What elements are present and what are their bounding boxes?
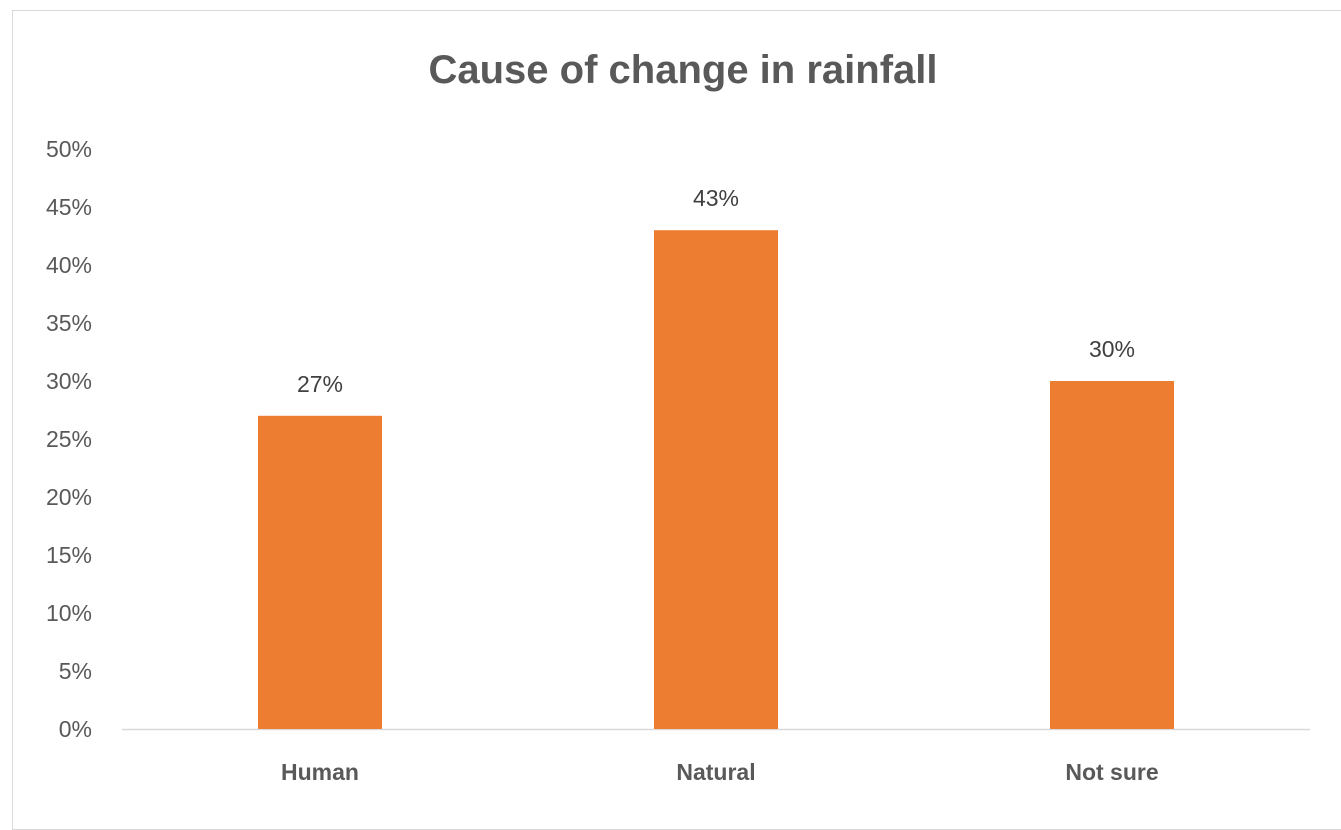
bar-natural xyxy=(654,230,778,729)
category-label: Human xyxy=(281,759,359,785)
y-tick-label: 0% xyxy=(59,716,92,742)
chart-title: Cause of change in rainfall xyxy=(428,48,938,92)
bar-not-sure xyxy=(1050,381,1174,729)
bar-chart: 0% 5% 10% 15% 20% 25% 30% 35% 40% 45% 50% 27% 43% 30… xyxy=(46,136,1310,785)
category-label: Natural xyxy=(676,759,755,785)
y-tick-label: 35% xyxy=(46,310,92,336)
y-tick-label: 5% xyxy=(59,658,92,684)
data-label: 30% xyxy=(1089,336,1135,362)
y-tick-label: 30% xyxy=(46,368,92,394)
y-tick-label: 40% xyxy=(46,252,92,278)
x-axis-category-labels: Human Natural Not sure xyxy=(281,759,1159,785)
bars xyxy=(258,230,1174,729)
y-tick-label: 15% xyxy=(46,542,92,568)
y-tick-label: 10% xyxy=(46,600,92,626)
y-tick-label: 25% xyxy=(46,426,92,452)
y-axis-tick-labels: 0% 5% 10% 15% 20% 25% 30% 35% 40% 45% 50% xyxy=(46,136,92,742)
y-tick-label: 45% xyxy=(46,194,92,220)
y-tick-label: 50% xyxy=(46,136,92,162)
bar-human xyxy=(258,415,382,729)
data-labels: 27% 43% 30% xyxy=(297,185,1135,397)
category-label: Not sure xyxy=(1065,759,1158,785)
y-tick-label: 20% xyxy=(46,484,92,510)
data-label: 27% xyxy=(297,371,343,397)
data-label: 43% xyxy=(693,185,739,211)
